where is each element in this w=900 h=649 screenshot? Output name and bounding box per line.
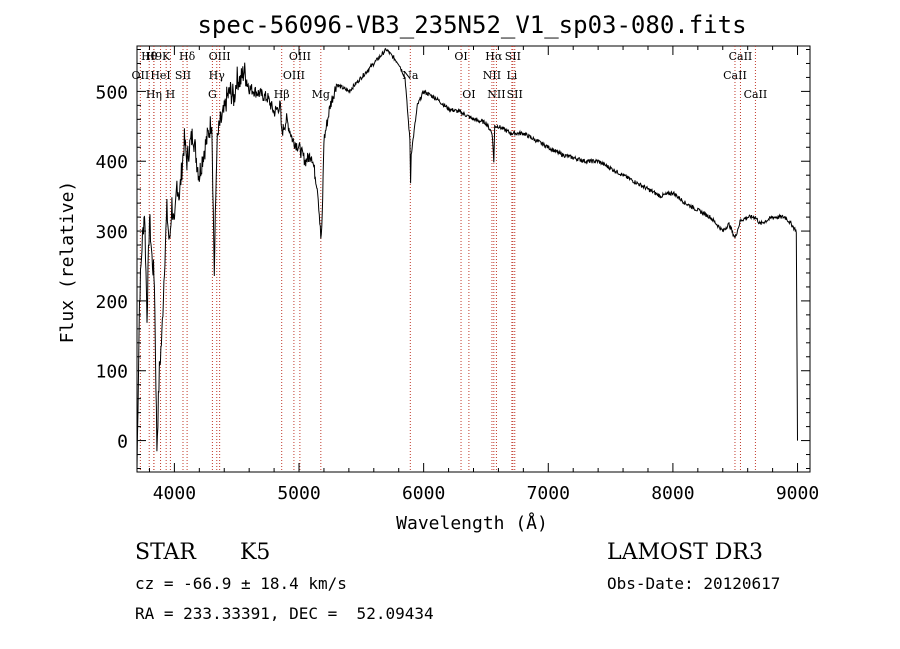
class-label: STAR	[135, 540, 196, 565]
x-tick-label: 5000	[277, 483, 320, 504]
y-tick-label: 100	[95, 362, 128, 383]
line-marker-label: NII	[487, 88, 505, 101]
x-tick-label: 8000	[651, 483, 694, 504]
line-marker-label: Hθ	[141, 50, 158, 63]
line-marker-label: H9	[146, 50, 163, 63]
line-marker-label: CaII	[723, 69, 747, 82]
obs-date-text: Obs-Date: 20120617	[607, 574, 781, 593]
plot-frame	[136, 45, 811, 473]
y-tick-label: 500	[95, 82, 128, 103]
line-marker-label: Hγ	[209, 69, 226, 82]
line-marker-label: K	[162, 50, 171, 63]
coordinates-text: RA = 233.33391, DEC = 52.09434	[135, 604, 434, 623]
line-marker-label: OII	[132, 69, 150, 82]
line-marker-label: H	[166, 88, 176, 101]
line-marker-label: Hα	[485, 50, 503, 63]
line-marker-label: OI	[454, 50, 467, 63]
x-axis-ticks: 4000 5000 6000 7000 8000 9000	[148, 46, 819, 504]
line-marker-label: OIII	[289, 50, 311, 63]
y-tick-label: 400	[95, 152, 128, 173]
line-marker-label: G	[208, 88, 217, 101]
chart-title: spec-56096-VB3_235N52_V1_sp03-080.fits	[197, 11, 746, 39]
line-marker-label: CaII	[729, 50, 753, 63]
line-marker-label: HeI	[150, 69, 170, 82]
line-marker-label: Li	[506, 69, 517, 82]
x-tick-label: 4000	[153, 483, 196, 504]
x-tick-label: 7000	[527, 483, 570, 504]
line-marker-label: Hδ	[179, 50, 196, 63]
y-tick-label: 300	[95, 222, 128, 243]
line-marker-label: Mg	[312, 88, 330, 101]
line-marker-label: OI	[462, 88, 475, 101]
line-marker-label: SII	[505, 50, 521, 63]
line-marker-label: CaII	[744, 88, 768, 101]
line-marker-label: OIII	[283, 69, 305, 82]
line-markers	[139, 46, 756, 472]
redshift-text: cz = -66.9 ± 18.4 km/s	[135, 574, 347, 593]
y-axis-label: Flux (relative)	[57, 181, 78, 344]
x-tick-label: 6000	[402, 483, 445, 504]
subclass-label: K5	[240, 540, 271, 565]
x-tick-label: 9000	[776, 483, 819, 504]
line-marker-label: Hβ	[274, 88, 290, 101]
line-marker-label: SII	[507, 88, 523, 101]
spectrum-line	[136, 47, 798, 469]
y-tick-label: 0	[117, 432, 128, 453]
line-marker-label: OIII	[209, 50, 231, 63]
line-marker-label: SII	[175, 69, 191, 82]
line-marker-label: Hη	[146, 88, 162, 101]
x-axis-label: Wavelength (Å)	[396, 512, 548, 534]
survey-label: LAMOST DR3	[607, 540, 763, 565]
line-marker-label: NII	[483, 69, 501, 82]
y-axis-ticks: 0 100 200 300 400 500	[95, 48, 810, 470]
line-marker-label: Na	[402, 69, 419, 82]
y-tick-label: 200	[95, 292, 128, 313]
